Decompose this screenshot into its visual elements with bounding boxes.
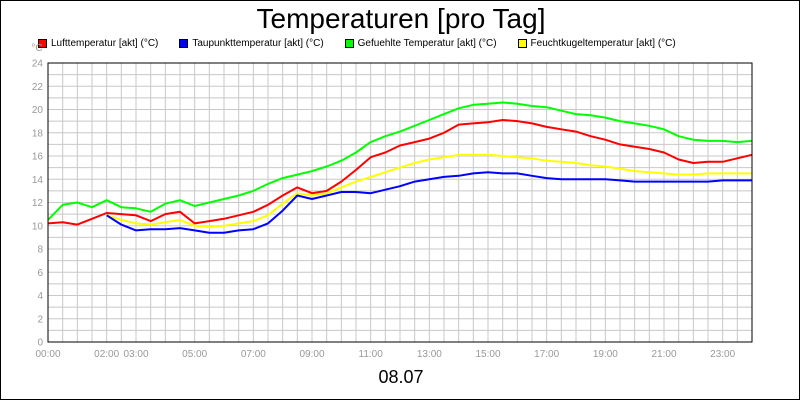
y-tick-label: 14 <box>32 175 44 186</box>
x-tick-label: 23:00 <box>710 349 735 360</box>
series-line-3 <box>106 153 752 228</box>
legend-swatch <box>344 39 354 48</box>
y-tick-label: 18 <box>32 128 44 139</box>
legend-item: Gefuehlte Temperatur [akt] (°C) <box>344 38 497 49</box>
x-tick-label: 13:00 <box>417 349 442 360</box>
legend-swatch <box>179 39 189 48</box>
x-tick-label: 21:00 <box>651 349 676 360</box>
y-tick-label: 6 <box>37 268 43 279</box>
legend-item: Taupunkttemperatur [akt] (°C) <box>179 38 324 49</box>
legend-label: Lufttemperatur [akt] (°C) <box>51 38 159 49</box>
legend-swatch <box>38 39 47 48</box>
series-line-1 <box>106 171 752 234</box>
x-tick-label: 15:00 <box>475 349 500 360</box>
x-tick-label: 19:00 <box>593 349 618 360</box>
legend-label: Gefuehlte Temperatur [akt] (°C) <box>357 38 497 49</box>
legend: Lufttemperatur [akt] (°C) Taupunkttempera… <box>38 38 697 54</box>
x-tick-label: 09:00 <box>299 349 324 360</box>
legend-swatch <box>517 39 527 48</box>
y-tick-label: 10 <box>32 221 44 232</box>
y-tick-label: 20 <box>32 105 44 116</box>
x-tick-label: 02:00 <box>94 349 119 360</box>
legend-item: Lufttemperatur [akt] (°C) <box>38 38 158 49</box>
legend-item: Feuchtkugeltemperatur [akt] (°C) <box>517 38 676 49</box>
x-tick-label: 05:00 <box>182 349 207 360</box>
legend-label: Feuchtkugeltemperatur [akt] (°C) <box>530 38 676 49</box>
legend-label: Taupunkttemperatur [akt] (°C) <box>192 38 324 49</box>
series-line-0 <box>47 119 753 226</box>
y-tick-label: 4 <box>37 291 43 302</box>
y-tick-label: 22 <box>32 82 44 93</box>
x-tick-label: 00:00 <box>35 349 60 360</box>
x-tick-label: 03:00 <box>123 349 148 360</box>
y-tick-label: 8 <box>37 245 43 256</box>
y-tick-label: 24 <box>32 59 44 70</box>
x-tick-label: 11:00 <box>359 349 384 360</box>
plot-border <box>47 62 753 343</box>
y-tick-label: 12 <box>32 198 44 209</box>
series-line-2 <box>47 101 753 221</box>
y-tick-label: 2 <box>37 314 43 325</box>
chart-title: Temperaturen [pro Tag] <box>256 3 546 34</box>
date-label: 08.07 <box>378 367 424 387</box>
x-tick-label: 07:00 <box>241 349 266 360</box>
y-axis-label: °C <box>31 43 42 54</box>
y-tick-label: 16 <box>32 152 44 163</box>
y-tick-label: 0 <box>37 338 43 349</box>
x-tick-label: 17:00 <box>534 349 559 360</box>
